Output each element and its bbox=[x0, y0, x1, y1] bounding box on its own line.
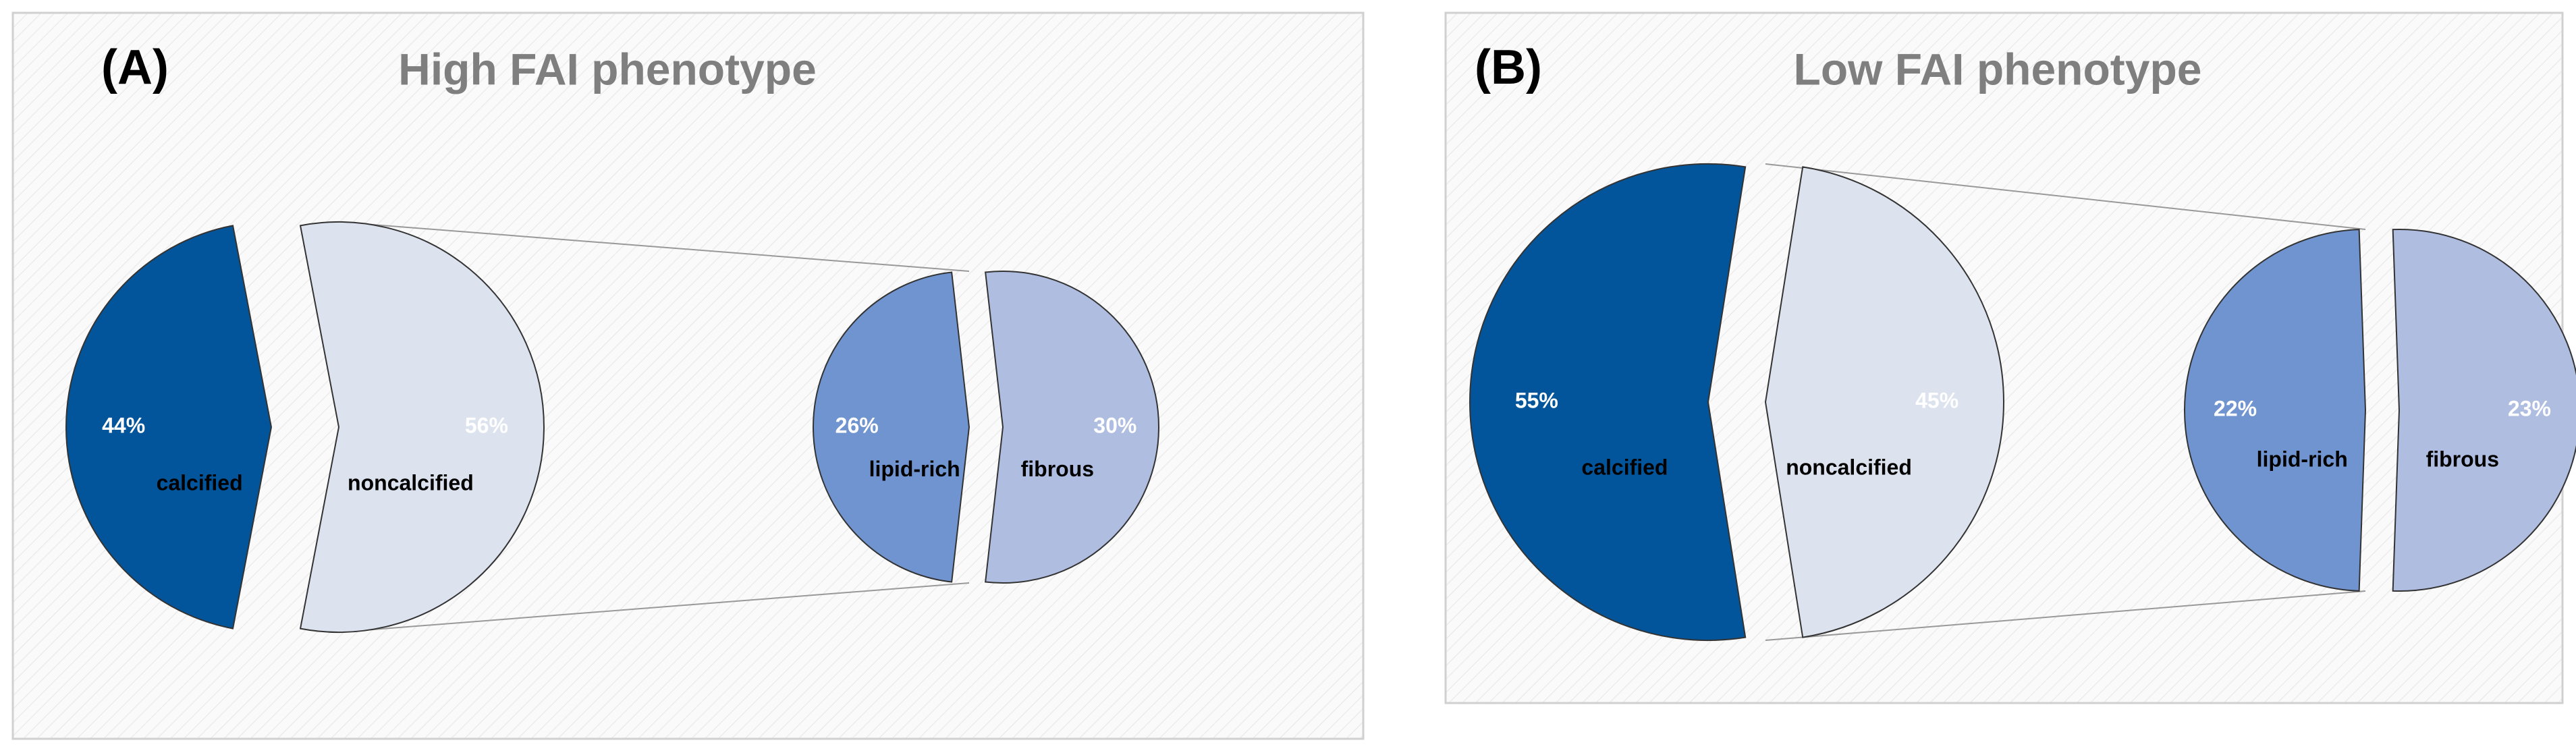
connector-line bbox=[338, 582, 970, 633]
value-label: 55% bbox=[1515, 388, 1558, 412]
value-label: 56% bbox=[465, 413, 508, 437]
category-label: lipid-rich bbox=[869, 457, 960, 481]
connector-line bbox=[338, 221, 970, 272]
chart-panel: (B) Low FAI phenotype 55% calcified 45% nonca… bbox=[1444, 11, 2576, 704]
connector-line bbox=[1765, 163, 2366, 230]
panel-label: (A) bbox=[101, 40, 169, 94]
value-label: 23% bbox=[2508, 396, 2551, 420]
pie-slice bbox=[2392, 229, 2576, 592]
pie-slice bbox=[65, 225, 273, 630]
value-label: 44% bbox=[102, 413, 145, 437]
category-label: lipid-rich bbox=[2257, 447, 2348, 471]
pie-slice bbox=[299, 221, 545, 633]
chart-title: High FAI phenotype bbox=[398, 44, 817, 94]
category-label: calcified bbox=[1581, 455, 1668, 479]
category-label: noncalcified bbox=[348, 471, 474, 495]
connector-line bbox=[1765, 590, 2366, 641]
pie-slice bbox=[1469, 163, 1747, 641]
pie-slice bbox=[2184, 229, 2367, 592]
category-label: noncalcified bbox=[1786, 455, 1912, 479]
pie-slice bbox=[812, 271, 970, 583]
pie-slice bbox=[985, 271, 1159, 584]
chart-title: Low FAI phenotype bbox=[1794, 44, 2202, 94]
value-label: 26% bbox=[835, 413, 879, 437]
category-label: fibrous bbox=[2426, 447, 2499, 471]
value-label: 30% bbox=[1093, 413, 1136, 437]
value-label: 22% bbox=[2214, 396, 2257, 420]
value-label: 45% bbox=[1915, 388, 1958, 412]
panel-label: (B) bbox=[1475, 40, 1542, 94]
category-label: fibrous bbox=[1021, 457, 1094, 481]
pie-slice bbox=[1764, 166, 2004, 638]
category-label: calcified bbox=[157, 471, 243, 495]
chart-panel: (A) High FAI phenotype 44% calcified 56% nonc… bbox=[11, 11, 1365, 740]
